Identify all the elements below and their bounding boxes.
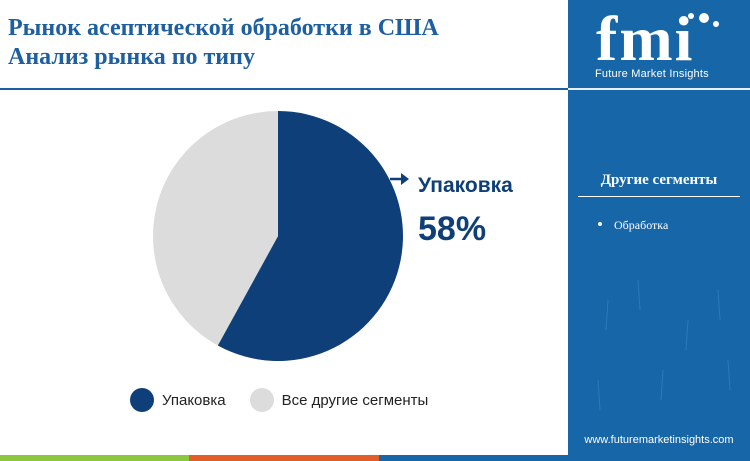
title-line-1: Рынок асептической обработки в США bbox=[8, 15, 439, 41]
callout-value: 58% bbox=[418, 210, 487, 248]
legend-item-packaging: Упаковка bbox=[130, 388, 226, 412]
title-divider bbox=[0, 88, 568, 90]
globe-dot-icon bbox=[699, 13, 709, 23]
sidebar-divider bbox=[568, 88, 750, 90]
pie-chart bbox=[153, 111, 409, 361]
sidebar-texture bbox=[597, 279, 731, 411]
legend-label-packaging: Упаковка bbox=[162, 391, 226, 409]
segment-item: Обработка bbox=[614, 218, 669, 232]
title-line-2: Анализ рынка по типу bbox=[8, 44, 255, 70]
bottom-bar-orange bbox=[189, 455, 379, 461]
callout-arrow bbox=[390, 173, 409, 185]
logo-caption: Future Market Insights bbox=[595, 68, 709, 80]
website-link[interactable]: www.futuremarketinsights.com bbox=[584, 434, 734, 446]
legend: Упаковка Все другие сегменты bbox=[130, 388, 452, 412]
legend-swatch-other bbox=[249, 388, 274, 412]
legend-label-other: Все другие сегменты bbox=[281, 391, 429, 409]
svg-text:fmi: fmi bbox=[596, 10, 694, 66]
chart-title: Рынок асептической обработки в США Анали… bbox=[8, 14, 568, 72]
segments-divider bbox=[578, 196, 740, 197]
pie-slice-other bbox=[153, 111, 278, 346]
bottom-bar-green bbox=[0, 455, 190, 461]
bottom-color-bar bbox=[0, 455, 568, 461]
fmi-logo: fmi bbox=[596, 10, 719, 66]
callout-label: Упаковка bbox=[418, 174, 513, 197]
sidebar: fmi Future Market Insights Другие сегмен… bbox=[568, 0, 750, 461]
bullet-icon bbox=[598, 222, 602, 226]
pie-slice-packaging bbox=[217, 111, 403, 361]
legend-swatch-packaging bbox=[130, 388, 154, 412]
segments-title: Другие сегменты bbox=[600, 172, 718, 188]
bottom-bar-blue bbox=[378, 455, 568, 461]
legend-item-other: Все другие сегменты bbox=[249, 388, 429, 412]
